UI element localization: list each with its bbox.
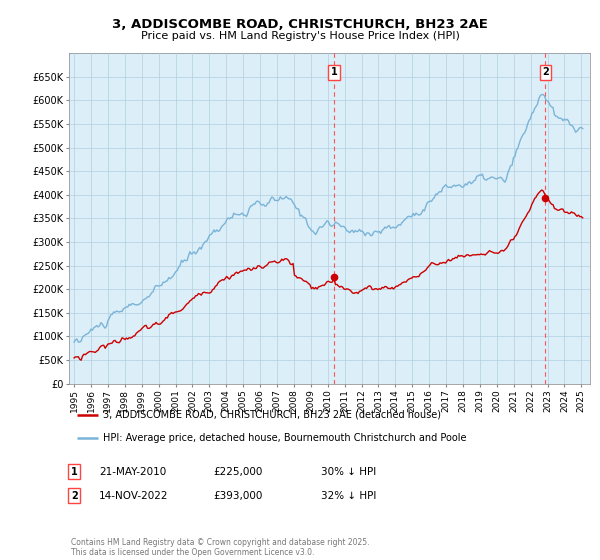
- Text: 32% ↓ HPI: 32% ↓ HPI: [321, 491, 376, 501]
- Text: 3, ADDISCOMBE ROAD, CHRISTCHURCH, BH23 2AE (detached house): 3, ADDISCOMBE ROAD, CHRISTCHURCH, BH23 2…: [103, 409, 441, 419]
- Text: 30% ↓ HPI: 30% ↓ HPI: [321, 466, 376, 477]
- Text: Contains HM Land Registry data © Crown copyright and database right 2025.
This d: Contains HM Land Registry data © Crown c…: [71, 538, 370, 557]
- Text: 2: 2: [542, 67, 549, 77]
- Text: Price paid vs. HM Land Registry's House Price Index (HPI): Price paid vs. HM Land Registry's House …: [140, 31, 460, 41]
- Text: 1: 1: [331, 67, 338, 77]
- Text: 21-MAY-2010: 21-MAY-2010: [99, 466, 166, 477]
- Text: 14-NOV-2022: 14-NOV-2022: [99, 491, 169, 501]
- Text: £393,000: £393,000: [213, 491, 262, 501]
- Text: 2: 2: [71, 491, 77, 501]
- Text: 1: 1: [71, 466, 77, 477]
- Text: £225,000: £225,000: [213, 466, 262, 477]
- Text: HPI: Average price, detached house, Bournemouth Christchurch and Poole: HPI: Average price, detached house, Bour…: [103, 433, 466, 443]
- Text: 3, ADDISCOMBE ROAD, CHRISTCHURCH, BH23 2AE: 3, ADDISCOMBE ROAD, CHRISTCHURCH, BH23 2…: [112, 18, 488, 31]
